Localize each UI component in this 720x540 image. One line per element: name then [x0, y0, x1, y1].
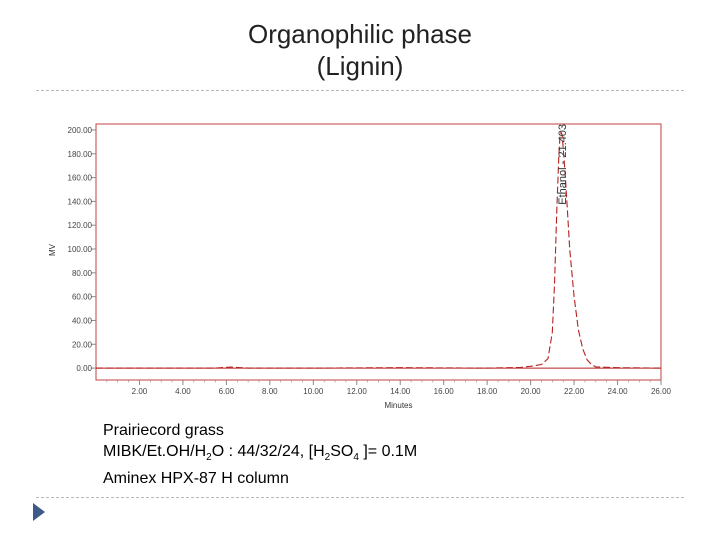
x-tick-label: 16.00	[434, 387, 455, 396]
y-axis-label: MV	[48, 243, 57, 256]
x-tick-label: 12.00	[347, 387, 368, 396]
x-tick-label: 20.00	[521, 387, 542, 396]
x-tick-label: 2.00	[132, 387, 148, 396]
x-tick-label: 22.00	[564, 387, 585, 396]
caption-solvent-d: ]= 0.1M	[358, 443, 418, 460]
y-tick-label: 200.00	[68, 126, 93, 135]
caption: Prairiecord grass MIBK/Et.OH/H2O : 44/32…	[103, 420, 417, 489]
title-line-2: (Lignin)	[316, 51, 404, 81]
y-tick-label: 20.00	[72, 340, 93, 349]
caption-solvent-c: SO	[330, 443, 354, 460]
bottom-divider	[36, 497, 684, 498]
x-tick-label: 14.00	[390, 387, 411, 396]
chromatogram-chart: 0.00 20.00 40.00 60.00 80.00 100.00 120.00 140.…	[48, 123, 672, 410]
y-tick-label: 140.00	[68, 197, 93, 206]
caption-solvent-sub2: 2	[324, 452, 331, 464]
peak-label: Ethanol - 21.403	[557, 124, 569, 205]
x-tick-label: 6.00	[219, 387, 235, 396]
plot-frame	[95, 123, 662, 381]
y-tick-label: 40.00	[72, 316, 93, 325]
y-tick-label: 120.00	[68, 221, 93, 230]
signal-trace	[96, 130, 662, 369]
y-tick-label: 80.00	[72, 269, 93, 278]
title-line-1: Organophilic phase	[247, 19, 473, 49]
x-tick-label: 8.00	[262, 387, 278, 396]
caption-solvent-b: O : 44/32/24, [H	[211, 443, 325, 460]
y-tick-label: 160.00	[68, 174, 93, 183]
caption-solvent-sub1: 2	[206, 452, 212, 464]
x-tick-label: 24.00	[608, 387, 629, 396]
x-tick-label: 18.00	[477, 387, 498, 396]
caption-sample: Prairiecord grass	[103, 422, 224, 439]
bullet-arrow-icon	[33, 503, 45, 521]
x-tick-label: 10.00	[303, 387, 324, 396]
top-divider	[36, 90, 684, 91]
y-tick-label: 180.00	[68, 150, 93, 159]
caption-column: Aminex HPX-87 H column	[103, 470, 289, 488]
y-tick-label: 100.00	[68, 245, 93, 254]
caption-solvent: MIBK/Et.OH/H2O : 44/32/24, [H2SO4 ]= 0.1…	[103, 441, 417, 468]
x-tick-label: 26.00	[651, 387, 672, 396]
caption-solvent-a: MIBK/Et.OH/H	[103, 443, 207, 460]
x-axis-label: Minutes	[384, 401, 412, 410]
x-tick-label: 4.00	[175, 387, 191, 396]
slide-title: Organophilic phase (Lignin)	[0, 18, 720, 82]
y-tick-label: 60.00	[72, 293, 93, 302]
y-tick-label: 0.00	[76, 364, 92, 373]
caption-solvent-sub3: 4	[353, 452, 359, 464]
